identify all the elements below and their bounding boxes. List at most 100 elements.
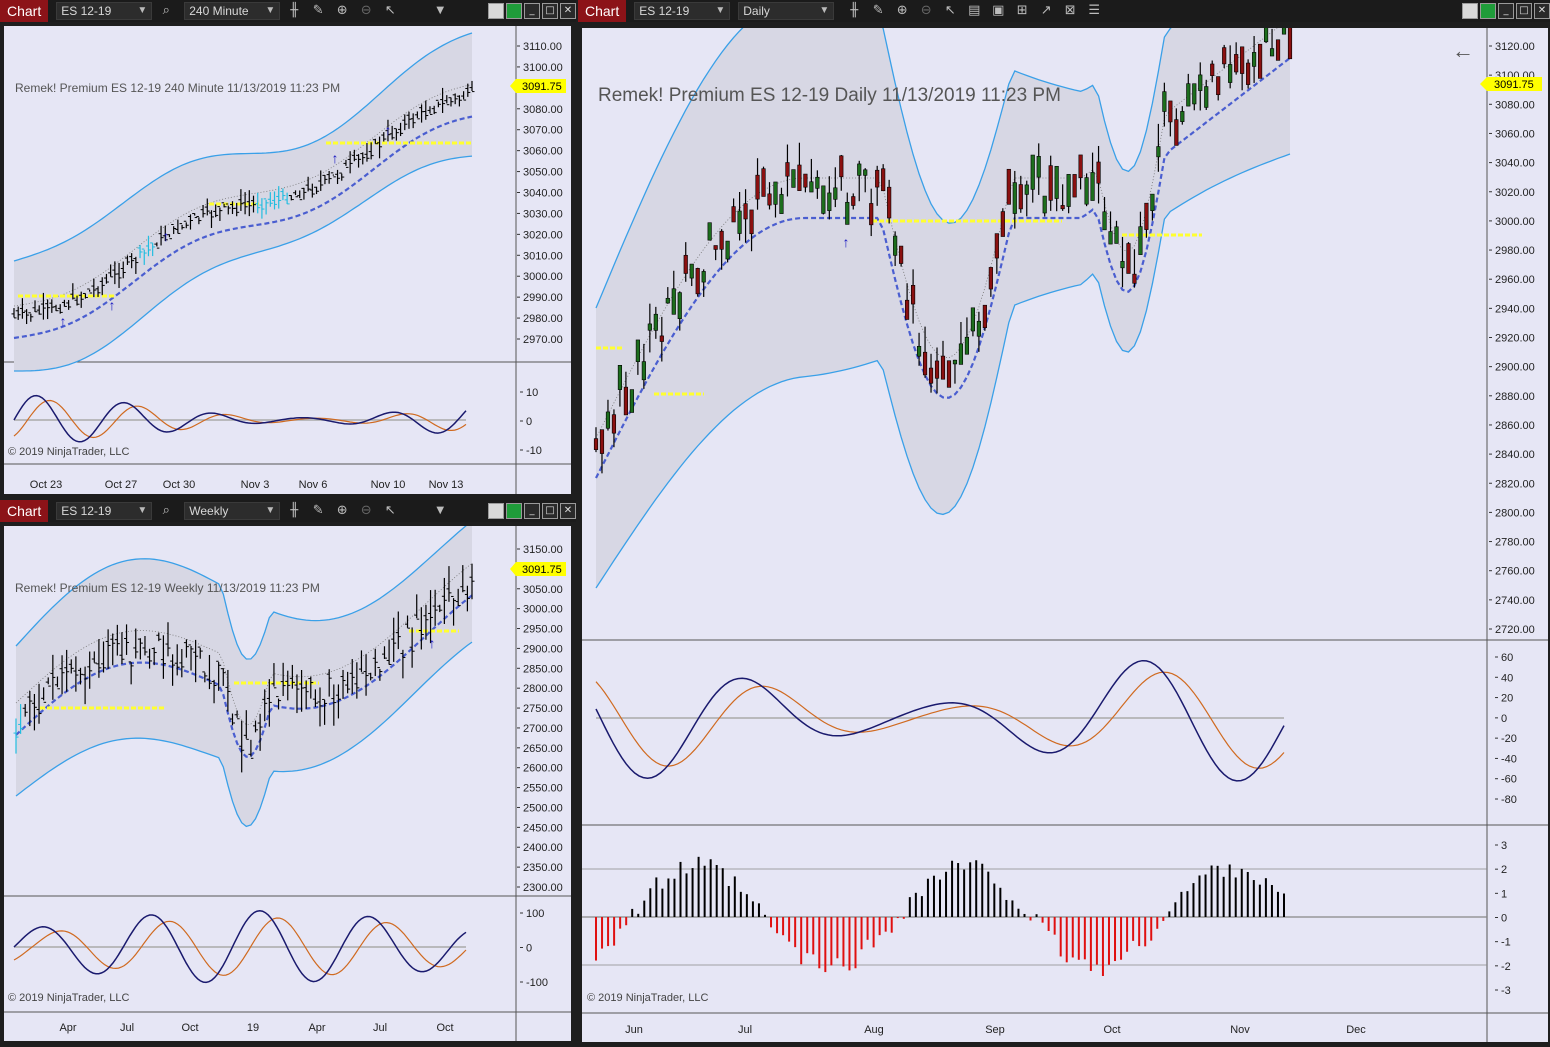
date-axis-label: Sep xyxy=(985,1024,1005,1036)
color-box-icon[interactable] xyxy=(488,503,504,519)
chart-tab[interactable]: Chart xyxy=(0,0,49,22)
color-box-icon[interactable] xyxy=(488,3,504,19)
candle-body xyxy=(922,351,928,376)
date-axis-label: Apr xyxy=(59,1022,76,1034)
candle-body xyxy=(1072,174,1077,198)
price-axis-label: 2550.00 xyxy=(523,783,563,795)
candle-body xyxy=(1114,226,1119,244)
color-box-icon[interactable] xyxy=(1462,3,1478,19)
interval-selector[interactable]: Daily ▼ xyxy=(738,2,835,20)
candle-body xyxy=(1000,211,1005,237)
price-axis-label: 2990.00 xyxy=(523,292,563,304)
zoom-in-icon[interactable]: ⊕ xyxy=(336,503,348,518)
candle-body xyxy=(1108,231,1113,245)
candle-body xyxy=(749,209,754,235)
chart-tab[interactable]: Chart xyxy=(0,500,49,522)
buy-arrow-icon: ↑ xyxy=(163,228,170,244)
candle-body xyxy=(905,299,910,320)
zoom-in-icon[interactable]: ⊕ xyxy=(336,3,348,18)
last-price-tag: 3091.75 xyxy=(1480,77,1542,91)
zoom-in-icon[interactable]: ⊕ xyxy=(896,3,908,18)
strategies-icon[interactable]: ⊠ xyxy=(1064,3,1076,18)
candle-body xyxy=(982,304,987,328)
chart-panel-240min[interactable]: 3110.003100.003090.003080.003070.003060.… xyxy=(4,26,571,494)
bar-type-icon[interactable]: ╫ xyxy=(850,3,859,18)
interval-selector[interactable]: Weekly ▼ xyxy=(184,502,281,520)
date-axis-label: Oct xyxy=(181,1022,198,1034)
close-button[interactable]: ✕ xyxy=(560,3,576,19)
maximize-button[interactable]: □ xyxy=(1516,3,1532,19)
osc-axis-label: 0 xyxy=(1501,713,1507,725)
zoom-out-icon[interactable]: ⊖ xyxy=(920,3,932,18)
search-icon[interactable]: ⌕ xyxy=(162,503,170,518)
pointer-icon[interactable]: ↖ xyxy=(384,3,396,18)
buy-arrow-icon: ↑ xyxy=(109,297,116,313)
pencil-icon[interactable]: ✎ xyxy=(312,503,324,518)
candle-body xyxy=(1198,74,1203,91)
pointer-icon[interactable]: ↖ xyxy=(944,3,956,18)
interval-selector[interactable]: 240 Minute ▼ xyxy=(184,2,281,20)
chart-tab[interactable]: Chart xyxy=(578,0,627,22)
chevron-down-icon: ▼ xyxy=(819,5,830,16)
hist-axis-label: -1 xyxy=(1501,937,1511,949)
candle-body xyxy=(701,271,706,283)
pointer-icon[interactable]: ↖ xyxy=(384,503,396,518)
candle-body xyxy=(1120,261,1125,269)
price-axis-label: 3120.00 xyxy=(1495,41,1535,53)
pencil-icon[interactable]: ✎ xyxy=(312,3,324,18)
date-axis-label: Oct 27 xyxy=(105,479,137,491)
candle-body xyxy=(946,360,952,388)
link-button[interactable] xyxy=(506,503,522,519)
candle-body xyxy=(1036,156,1041,178)
instrument-selector[interactable]: ES 12-19 ▼ xyxy=(56,2,153,20)
minimize-button[interactable]: _ xyxy=(524,503,540,519)
bar-type-icon[interactable]: ╫ xyxy=(290,503,299,518)
signal-line xyxy=(13,917,467,976)
minimize-button[interactable]: _ xyxy=(524,3,540,19)
dropdown-arrow-icon[interactable]: ▼ xyxy=(436,5,445,16)
price-axis-label: 3010.00 xyxy=(523,250,563,262)
bar-type-icon[interactable]: ╫ xyxy=(290,3,299,18)
instrument-selector[interactable]: ES 12-19 ▼ xyxy=(56,502,153,520)
pencil-icon[interactable]: ✎ xyxy=(872,3,884,18)
indicators-icon[interactable]: ↗ xyxy=(1040,3,1052,18)
hist-axis-label: -3 xyxy=(1501,985,1511,997)
candle-body xyxy=(773,181,778,205)
data-box-icon[interactable]: ▤ xyxy=(968,3,981,18)
candle-body xyxy=(755,174,760,200)
candle-body xyxy=(611,414,617,434)
templates-icon[interactable]: ⊞ xyxy=(1016,3,1028,18)
candle-body xyxy=(1174,119,1179,146)
price-axis-label: 3060.00 xyxy=(1495,128,1535,140)
candle-body xyxy=(761,168,766,197)
maximize-button[interactable]: □ xyxy=(542,503,558,519)
search-icon[interactable]: ⌕ xyxy=(162,3,170,18)
chevron-down-icon: ▼ xyxy=(137,5,148,16)
back-arrow-icon[interactable]: ← xyxy=(1452,38,1474,63)
properties-icon[interactable]: ▣ xyxy=(992,3,1005,18)
list-icon[interactable]: ☰ xyxy=(1088,3,1101,18)
candle-body xyxy=(958,343,964,365)
minimize-button[interactable]: _ xyxy=(1498,3,1514,19)
link-button[interactable] xyxy=(1480,3,1496,19)
price-axis-label: 3040.00 xyxy=(1495,158,1535,170)
candle-body xyxy=(1228,64,1233,83)
instrument-selector[interactable]: ES 12-19 ▼ xyxy=(634,2,731,20)
link-button[interactable] xyxy=(506,3,522,19)
candle-body xyxy=(713,245,718,250)
dropdown-arrow-icon[interactable]: ▼ xyxy=(436,505,445,516)
close-button[interactable]: ✕ xyxy=(1534,3,1550,19)
hist-axis-label: 3 xyxy=(1501,840,1507,852)
candle-body xyxy=(1246,62,1251,85)
zoom-out-icon[interactable]: ⊖ xyxy=(360,503,372,518)
price-axis-label: 3110.00 xyxy=(523,41,562,53)
close-button[interactable]: ✕ xyxy=(560,503,576,519)
maximize-button[interactable]: □ xyxy=(542,3,558,19)
zoom-out-icon[interactable]: ⊖ xyxy=(360,3,372,18)
candle-body xyxy=(677,292,682,319)
candle-body xyxy=(671,288,676,315)
chart-panel-weekly[interactable]: 3150.003100.003050.003000.002950.002900.… xyxy=(4,520,571,1041)
chart-panel-daily[interactable]: 3120.00 3100.00 3080.00 3060.00 3040.00 3020.… xyxy=(582,0,1548,1042)
candle-body xyxy=(731,206,736,223)
date-axis-label: Jul xyxy=(738,1024,752,1036)
